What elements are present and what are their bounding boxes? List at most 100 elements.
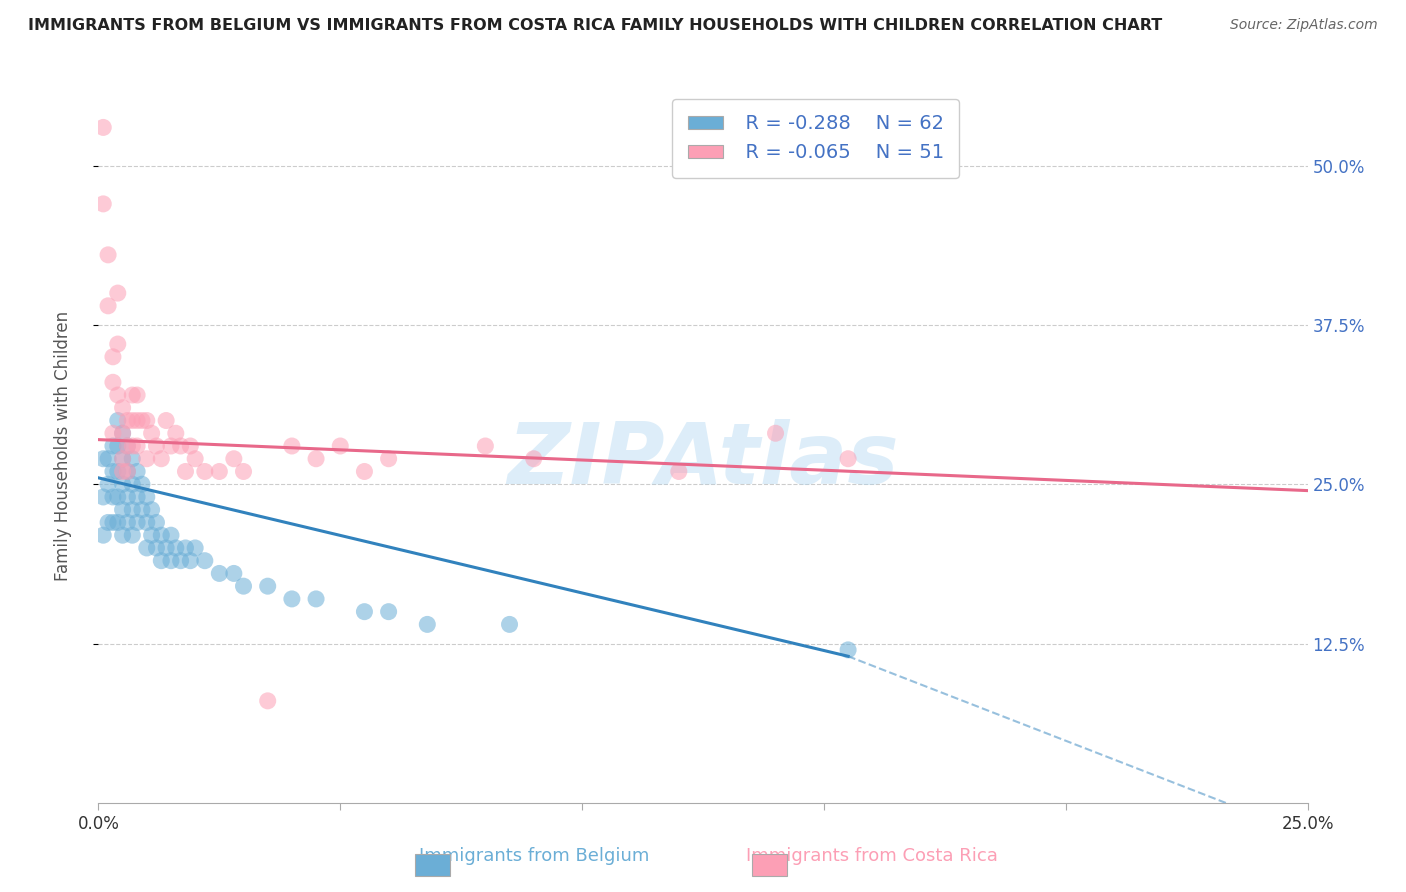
- Point: [837, 643, 859, 657]
- Point: [135, 541, 157, 555]
- Point: [222, 451, 245, 466]
- Point: [127, 490, 149, 504]
- Point: [101, 426, 124, 441]
- Text: ZIPAtlas: ZIPAtlas: [508, 418, 898, 502]
- Point: [222, 566, 245, 581]
- Point: [121, 413, 143, 427]
- Point: [169, 439, 191, 453]
- Point: [141, 502, 163, 516]
- Point: [121, 477, 143, 491]
- Point: [127, 516, 149, 530]
- Point: [377, 451, 399, 466]
- Point: [111, 426, 134, 441]
- Point: [174, 541, 197, 555]
- Point: [121, 502, 143, 516]
- Point: [127, 413, 149, 427]
- Point: [107, 337, 129, 351]
- Point: [97, 299, 120, 313]
- Point: [281, 591, 304, 606]
- Point: [145, 516, 167, 530]
- Text: IMMIGRANTS FROM BELGIUM VS IMMIGRANTS FROM COSTA RICA FAMILY HOUSEHOLDS WITH CHI: IMMIGRANTS FROM BELGIUM VS IMMIGRANTS FR…: [28, 18, 1163, 33]
- Point: [179, 554, 201, 568]
- Point: [837, 451, 859, 466]
- Point: [184, 451, 207, 466]
- Point: [107, 465, 129, 479]
- Point: [117, 490, 139, 504]
- Point: [101, 516, 124, 530]
- Point: [117, 413, 139, 427]
- Point: [353, 605, 375, 619]
- Point: [135, 490, 157, 504]
- Point: [127, 439, 149, 453]
- Point: [131, 413, 153, 427]
- Text: Immigrants from Costa Rica: Immigrants from Costa Rica: [745, 847, 998, 865]
- Point: [107, 413, 129, 427]
- Point: [305, 451, 328, 466]
- Point: [101, 350, 124, 364]
- Point: [107, 490, 129, 504]
- Point: [117, 465, 139, 479]
- Point: [416, 617, 439, 632]
- Point: [131, 477, 153, 491]
- Point: [194, 554, 217, 568]
- Point: [160, 528, 183, 542]
- Point: [121, 439, 143, 453]
- Point: [131, 502, 153, 516]
- Point: [145, 541, 167, 555]
- Point: [111, 451, 134, 466]
- Point: [160, 439, 183, 453]
- Point: [117, 439, 139, 453]
- Point: [194, 465, 217, 479]
- Point: [305, 591, 328, 606]
- Legend:   R = -0.288    N = 62,   R = -0.065    N = 51: R = -0.288 N = 62, R = -0.065 N = 51: [672, 99, 959, 178]
- Point: [232, 465, 254, 479]
- Point: [97, 477, 120, 491]
- Point: [668, 465, 690, 479]
- Point: [165, 426, 187, 441]
- Point: [141, 528, 163, 542]
- Point: [91, 451, 114, 466]
- Point: [141, 426, 163, 441]
- Point: [121, 528, 143, 542]
- Point: [101, 376, 124, 390]
- Point: [498, 617, 520, 632]
- Point: [208, 465, 231, 479]
- Point: [101, 465, 124, 479]
- Point: [765, 426, 787, 441]
- Point: [111, 528, 134, 542]
- Point: [169, 554, 191, 568]
- Point: [179, 439, 201, 453]
- Point: [111, 426, 134, 441]
- Text: Immigrants from Belgium: Immigrants from Belgium: [419, 847, 650, 865]
- Point: [117, 516, 139, 530]
- Y-axis label: Family Households with Children: Family Households with Children: [53, 311, 72, 581]
- Point: [145, 439, 167, 453]
- Point: [135, 413, 157, 427]
- Point: [97, 248, 120, 262]
- Point: [150, 554, 173, 568]
- Point: [127, 465, 149, 479]
- Point: [256, 579, 278, 593]
- Point: [329, 439, 352, 453]
- Point: [150, 451, 173, 466]
- Point: [208, 566, 231, 581]
- Point: [121, 451, 143, 466]
- Point: [184, 541, 207, 555]
- Point: [101, 490, 124, 504]
- Point: [117, 465, 139, 479]
- Point: [523, 451, 546, 466]
- Point: [107, 286, 129, 301]
- Point: [91, 528, 114, 542]
- Point: [111, 477, 134, 491]
- Point: [155, 541, 177, 555]
- Point: [174, 465, 197, 479]
- Point: [160, 554, 183, 568]
- Point: [111, 401, 134, 415]
- Point: [135, 516, 157, 530]
- Point: [117, 439, 139, 453]
- Point: [474, 439, 496, 453]
- Point: [111, 502, 134, 516]
- Point: [256, 694, 278, 708]
- Point: [107, 388, 129, 402]
- Point: [353, 465, 375, 479]
